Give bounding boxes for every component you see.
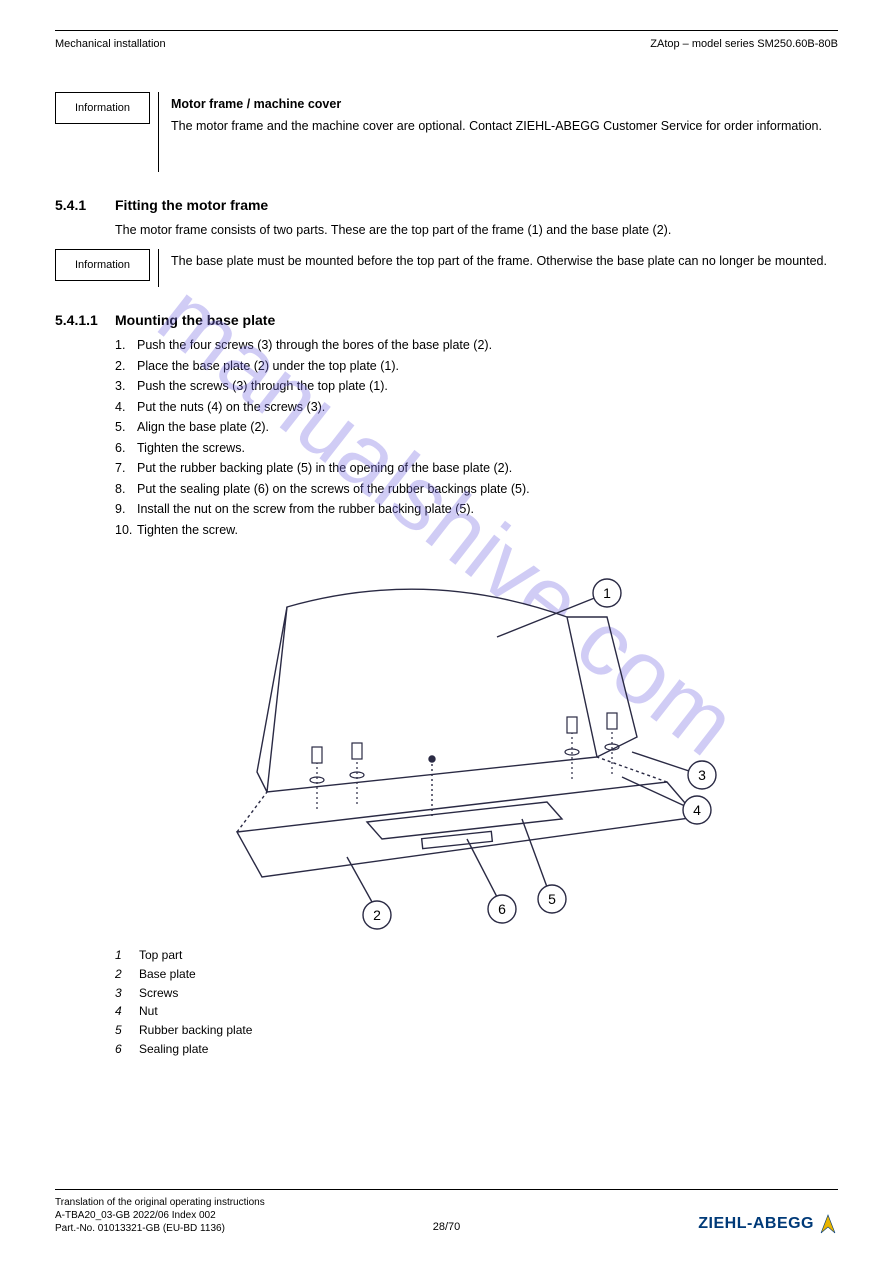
list-item: 1.Push the four screws (3) through the b… xyxy=(115,337,838,355)
brand-icon xyxy=(818,1213,838,1235)
callout-6: 6 xyxy=(498,901,506,917)
callout-1: 1 xyxy=(603,585,611,601)
callout-3: 3 xyxy=(698,767,706,783)
list-item: 5.Align the base plate (2). xyxy=(115,419,838,437)
list-item: 6.Tighten the screws. xyxy=(115,440,838,458)
header-right: ZAtop – model series SM250.60B-80B xyxy=(650,37,838,52)
section-body: The motor frame consists of two parts. T… xyxy=(115,222,838,240)
footer-line1: Translation of the original operating in… xyxy=(55,1196,265,1209)
info-label: Information xyxy=(55,249,150,281)
callout-2: 2 xyxy=(373,907,381,923)
information-block-1: Information Motor frame / machine cover … xyxy=(55,92,838,172)
info-body-text: The motor frame and the machine cover ar… xyxy=(171,118,822,136)
callout-4: 4 xyxy=(693,802,701,818)
technical-figure: 1 3 4 2 6 5 xyxy=(55,557,838,937)
page-footer: Translation of the original operating in… xyxy=(55,1189,838,1235)
brand-logo: ZIEHL-ABEGG xyxy=(698,1213,838,1235)
callout-5: 5 xyxy=(548,891,556,907)
list-item: 4.Put the nuts (4) on the screws (3). xyxy=(115,399,838,417)
section-title: Fitting the motor frame xyxy=(115,197,268,213)
section-title: Mounting the base plate xyxy=(115,312,275,328)
step-list: 1.Push the four screws (3) through the b… xyxy=(115,337,838,539)
section-5-4-1-1: 5.4.1.1Mounting the base plate xyxy=(55,311,838,331)
page-header: Mechanical installation ZAtop – model se… xyxy=(55,37,838,52)
list-item: 2.Place the base plate (2) under the top… xyxy=(115,358,838,376)
page-number: 28/70 xyxy=(433,1220,461,1235)
section-number: 5.4.1 xyxy=(55,196,115,216)
list-item: 7.Put the rubber backing plate (5) in th… xyxy=(115,460,838,478)
list-item: 9.Install the nut on the screw from the … xyxy=(115,501,838,519)
footer-part: Part.-No. 01013321-GB (EU-BD 1136) xyxy=(55,1222,265,1235)
section-5-4-1: 5.4.1Fitting the motor frame xyxy=(55,196,838,216)
list-item: 3.Push the screws (3) through the top pl… xyxy=(115,378,838,396)
list-item: 8.Put the sealing plate (6) on the screw… xyxy=(115,481,838,499)
figure-legend: 1Top part 2Base plate 3Screws 4Nut 5Rubb… xyxy=(115,947,838,1058)
header-left: Mechanical installation xyxy=(55,37,166,52)
info-body-text: The base plate must be mounted before th… xyxy=(171,253,827,271)
footer-line2: A-TBA20_03-GB 2022/06 Index 002 xyxy=(55,1209,265,1222)
info-title: Motor frame / machine cover xyxy=(171,96,822,114)
list-item: 10.Tighten the screw. xyxy=(115,522,838,540)
information-block-2: Information The base plate must be mount… xyxy=(55,249,838,287)
info-label: Information xyxy=(55,92,150,124)
section-number: 5.4.1.1 xyxy=(55,311,115,331)
